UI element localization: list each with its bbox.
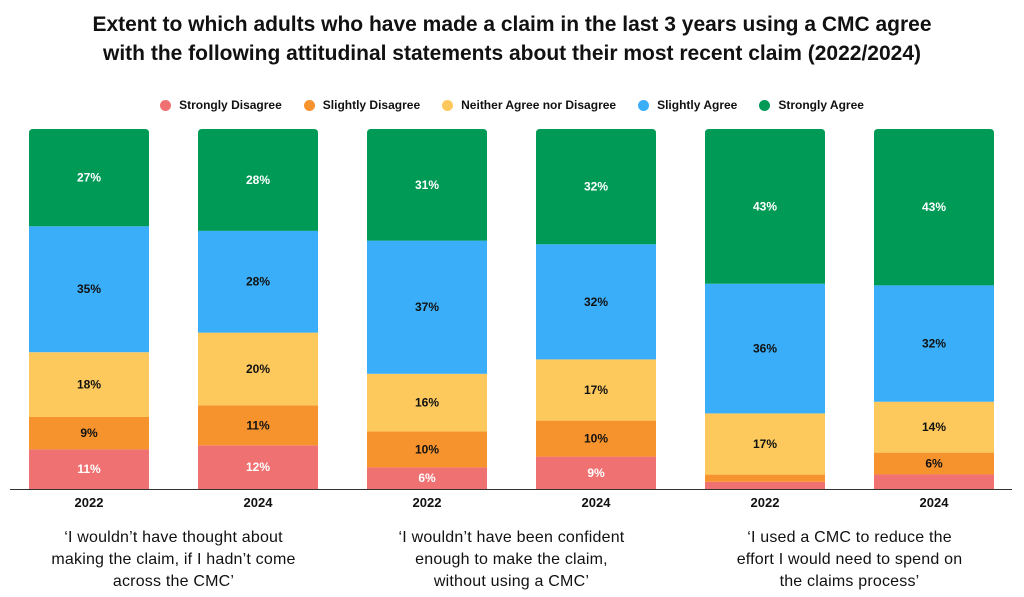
bar-segment	[29, 417, 149, 450]
legend-item-2: Neither Agree nor Disagree	[442, 98, 616, 112]
bar-segment	[705, 283, 825, 414]
bar-segment	[705, 481, 825, 489]
bar-segment	[705, 129, 825, 284]
data-label: 37%	[415, 300, 439, 314]
x-tick-label: 2022	[413, 495, 442, 510]
data-label: 28%	[246, 275, 270, 289]
bar-segment	[367, 467, 487, 489]
data-label: 31%	[415, 178, 439, 192]
bar-segment	[198, 332, 318, 406]
bar-segment	[198, 129, 318, 231]
bar-segment	[874, 474, 994, 489]
legend-item-4: Strongly Agree	[759, 98, 864, 112]
group-label-0: ‘I wouldn’t have thought about making the…	[24, 527, 324, 593]
group-label-line: ‘I wouldn’t have been confident	[398, 529, 625, 546]
bar-segment	[874, 129, 994, 286]
group-label-2: ‘I used a CMC to reduce the effort I woul…	[700, 527, 1000, 593]
bar-segment	[367, 373, 487, 432]
bar-segment	[198, 405, 318, 446]
bar-segment	[367, 129, 487, 241]
data-label: 35%	[77, 282, 101, 296]
bar-segment	[705, 474, 825, 482]
legend-label: Slightly Agree	[657, 98, 738, 112]
legend-swatch	[442, 99, 454, 111]
legend-swatch	[759, 99, 771, 111]
bar-segment	[874, 401, 994, 453]
bar-segment	[29, 352, 149, 417]
chart-title: Extent to which adults who have made a c…	[0, 10, 1024, 68]
legend-item-1: Slightly Disagree	[303, 98, 421, 112]
bar-segment	[536, 129, 656, 245]
data-label: 10%	[584, 432, 608, 446]
data-label: 16%	[415, 396, 439, 410]
group-label-line: ‘I used a CMC to reduce the	[747, 529, 952, 546]
data-label: 6%	[418, 471, 436, 485]
data-label: 12%	[246, 460, 270, 474]
legend-label: Strongly Agree	[778, 98, 864, 112]
legend-swatch	[638, 99, 650, 111]
data-label: 32%	[584, 180, 608, 194]
group-label-line: making the claim, if I hadn’t come	[51, 551, 296, 568]
group-label-line: across the CMC’	[112, 573, 235, 590]
x-tick-label: 2022	[751, 495, 780, 510]
group-label-line: enough to make the claim,	[415, 551, 608, 568]
bar-segment	[705, 413, 825, 475]
legend: Strongly Disagree Slightly Disagree Neithe…	[0, 96, 1024, 114]
data-label: 43%	[753, 199, 777, 213]
data-label: 14%	[922, 420, 946, 434]
bar-segment	[29, 129, 149, 227]
data-label: 20%	[246, 362, 270, 376]
bar-segment	[874, 452, 994, 475]
data-label: 11%	[77, 462, 101, 476]
x-tick-label: 2024	[920, 495, 950, 510]
chart-title-line-1: Extent to which adults who have made a c…	[92, 13, 932, 36]
bar-segment	[29, 226, 149, 353]
bar-segment	[536, 244, 656, 360]
chart-title-line-2: with the following attitudinal statement…	[103, 42, 921, 65]
data-label: 6%	[925, 457, 943, 471]
legend-swatch	[303, 99, 315, 111]
data-label: 10%	[415, 442, 439, 456]
data-label: 32%	[922, 337, 946, 351]
data-label: 36%	[753, 342, 777, 356]
data-label: 28%	[246, 173, 270, 187]
group-label-line: the claims process’	[779, 573, 920, 590]
data-label: 18%	[77, 378, 101, 392]
bar-segment	[198, 230, 318, 333]
bar-segment	[536, 359, 656, 421]
group-label-line: effort I would need to spend on	[736, 551, 963, 568]
bar-segment	[536, 420, 656, 457]
bar-segment	[198, 445, 318, 489]
legend-label: Neither Agree nor Disagree	[461, 98, 617, 112]
x-tick-label: 2022	[75, 495, 104, 510]
group-label-line: ‘I wouldn’t have thought about	[64, 529, 283, 546]
data-label: 9%	[587, 466, 605, 480]
legend-item-3: Slightly Agree	[638, 98, 737, 112]
group-label-1: ‘I wouldn’t have been confident enough to…	[362, 527, 662, 593]
data-label: 11%	[246, 418, 270, 432]
x-tick-label: 2024	[244, 495, 274, 510]
bar-segment	[29, 449, 149, 489]
legend-label: Slightly Disagree	[322, 98, 421, 112]
legend-item-0: Strongly Disagree	[160, 98, 282, 112]
legend-label: Strongly Disagree	[179, 98, 282, 112]
data-label: 17%	[584, 383, 608, 397]
data-label: 32%	[584, 295, 608, 309]
legend-swatch	[160, 99, 172, 111]
data-label: 9%	[80, 426, 98, 440]
bar-segment	[874, 285, 994, 402]
data-label: 27%	[77, 171, 101, 185]
group-label-line: without using a CMC’	[433, 573, 590, 590]
bar-segment	[367, 431, 487, 468]
bar-segment	[536, 456, 656, 489]
data-label: 17%	[753, 437, 777, 451]
x-tick-label: 2024	[582, 495, 612, 510]
bar-segment	[367, 240, 487, 374]
data-label: 43%	[922, 200, 946, 214]
